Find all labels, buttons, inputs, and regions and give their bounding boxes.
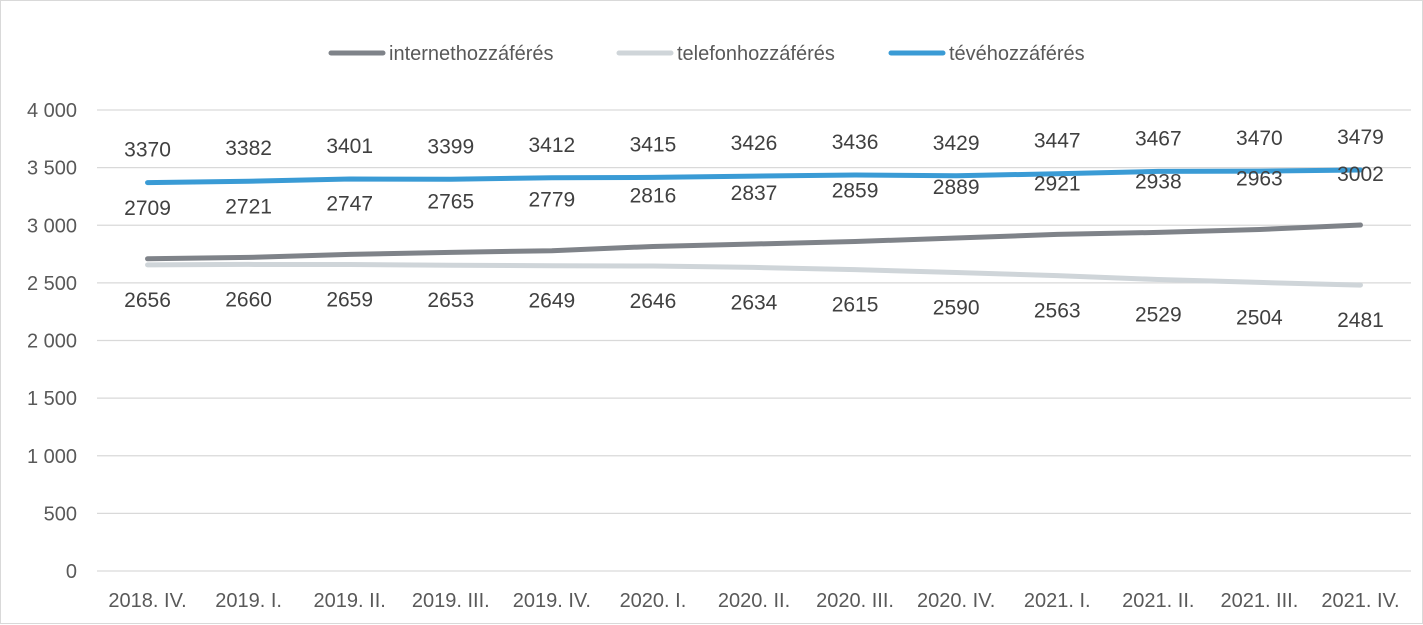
x-tick-label: 2020. I.: [620, 590, 687, 612]
y-tick-label: 4 000: [27, 100, 77, 122]
data-label: 3002: [1337, 163, 1384, 186]
data-label: 3412: [528, 134, 575, 157]
data-label: 3447: [1034, 130, 1081, 153]
data-label: 2721: [225, 195, 272, 218]
data-label: 2529: [1135, 304, 1182, 327]
x-tick-label: 2021. I.: [1024, 590, 1091, 612]
data-label: 2938: [1135, 170, 1182, 193]
legend-label: internethozzáférés: [389, 43, 554, 65]
data-label: 2563: [1034, 300, 1081, 323]
data-label: 3479: [1337, 126, 1384, 149]
x-tick-label: 2018. IV.: [108, 590, 186, 612]
y-tick-label: 0: [66, 561, 77, 583]
data-label: 3401: [326, 135, 373, 158]
data-label: 2747: [326, 192, 373, 215]
legend-label: telefonhozzáférés: [677, 43, 835, 65]
data-label: 2481: [1337, 309, 1384, 332]
data-label: 2504: [1236, 306, 1283, 329]
data-label: 3382: [225, 137, 272, 160]
y-tick-label: 1 000: [27, 446, 77, 468]
data-label: 3436: [832, 131, 879, 154]
legend: internethozzáférés telefonhozzáférés tévéh…: [328, 43, 1085, 65]
x-tick-label: 2020. III.: [816, 590, 894, 612]
data-label: 2660: [225, 288, 272, 311]
data-label: 2837: [731, 182, 778, 205]
x-tick-label: 2021. II.: [1122, 590, 1194, 612]
gridlines: [97, 109, 1411, 572]
x-tick-label: 2020. IV.: [917, 590, 995, 612]
data-label: 2859: [832, 180, 879, 203]
x-tick-label: 2019. II.: [314, 590, 386, 612]
data-label: 2963: [1236, 168, 1283, 191]
data-label: 2649: [528, 290, 575, 313]
data-label: 3426: [731, 132, 778, 155]
data-label: 3415: [630, 133, 677, 156]
data-label: 2615: [832, 294, 879, 317]
y-tick-label: 500: [44, 503, 77, 525]
series-lines: [145, 167, 1363, 288]
data-label: 2634: [731, 291, 778, 314]
x-tick-label: 2019. IV.: [513, 590, 591, 612]
x-axis-ticks: 2018. IV. 2019. I. 2019. II. 2019. III. 2019…: [108, 590, 1399, 612]
x-tick-label: 2021. III.: [1220, 590, 1298, 612]
data-label: 3429: [933, 132, 980, 155]
x-tick-label: 2019. III.: [412, 590, 490, 612]
data-label: 2659: [326, 289, 373, 312]
data-label: 2889: [933, 176, 980, 199]
data-label: 3470: [1236, 127, 1283, 150]
series-line: [145, 167, 1363, 186]
data-label: 3399: [427, 135, 474, 158]
y-tick-label: 3 500: [27, 158, 77, 180]
data-label: 2816: [630, 184, 677, 207]
y-axis-ticks: 0 500 1 000 1 500 2 000 2 500 3 000 3 500 4 000: [27, 100, 77, 583]
y-tick-label: 1 500: [27, 388, 77, 410]
data-label: 3467: [1135, 127, 1182, 150]
data-label: 2709: [124, 197, 171, 220]
series-line: [145, 261, 1363, 288]
y-tick-label: 2 000: [27, 331, 77, 353]
data-label: 2779: [528, 189, 575, 212]
y-tick-label: 3 000: [27, 215, 77, 237]
data-label: 2646: [630, 290, 677, 313]
data-label: 2921: [1034, 172, 1081, 195]
x-tick-label: 2020. II.: [718, 590, 790, 612]
data-label: 2590: [933, 297, 980, 320]
data-label: 2653: [427, 289, 474, 312]
x-tick-label: 2021. IV.: [1321, 590, 1399, 612]
data-label: 2656: [124, 289, 171, 312]
legend-label: tévéhozzáférés: [949, 43, 1085, 65]
series-line: [145, 222, 1363, 262]
x-tick-label: 2019. I.: [215, 590, 282, 612]
data-labels: 2709 2721 2747 2765 2779 2816 2837 2859 2889 2921…: [124, 126, 1384, 332]
data-label: 2765: [427, 190, 474, 213]
data-label: 3370: [124, 139, 171, 162]
y-tick-label: 2 500: [27, 273, 77, 295]
